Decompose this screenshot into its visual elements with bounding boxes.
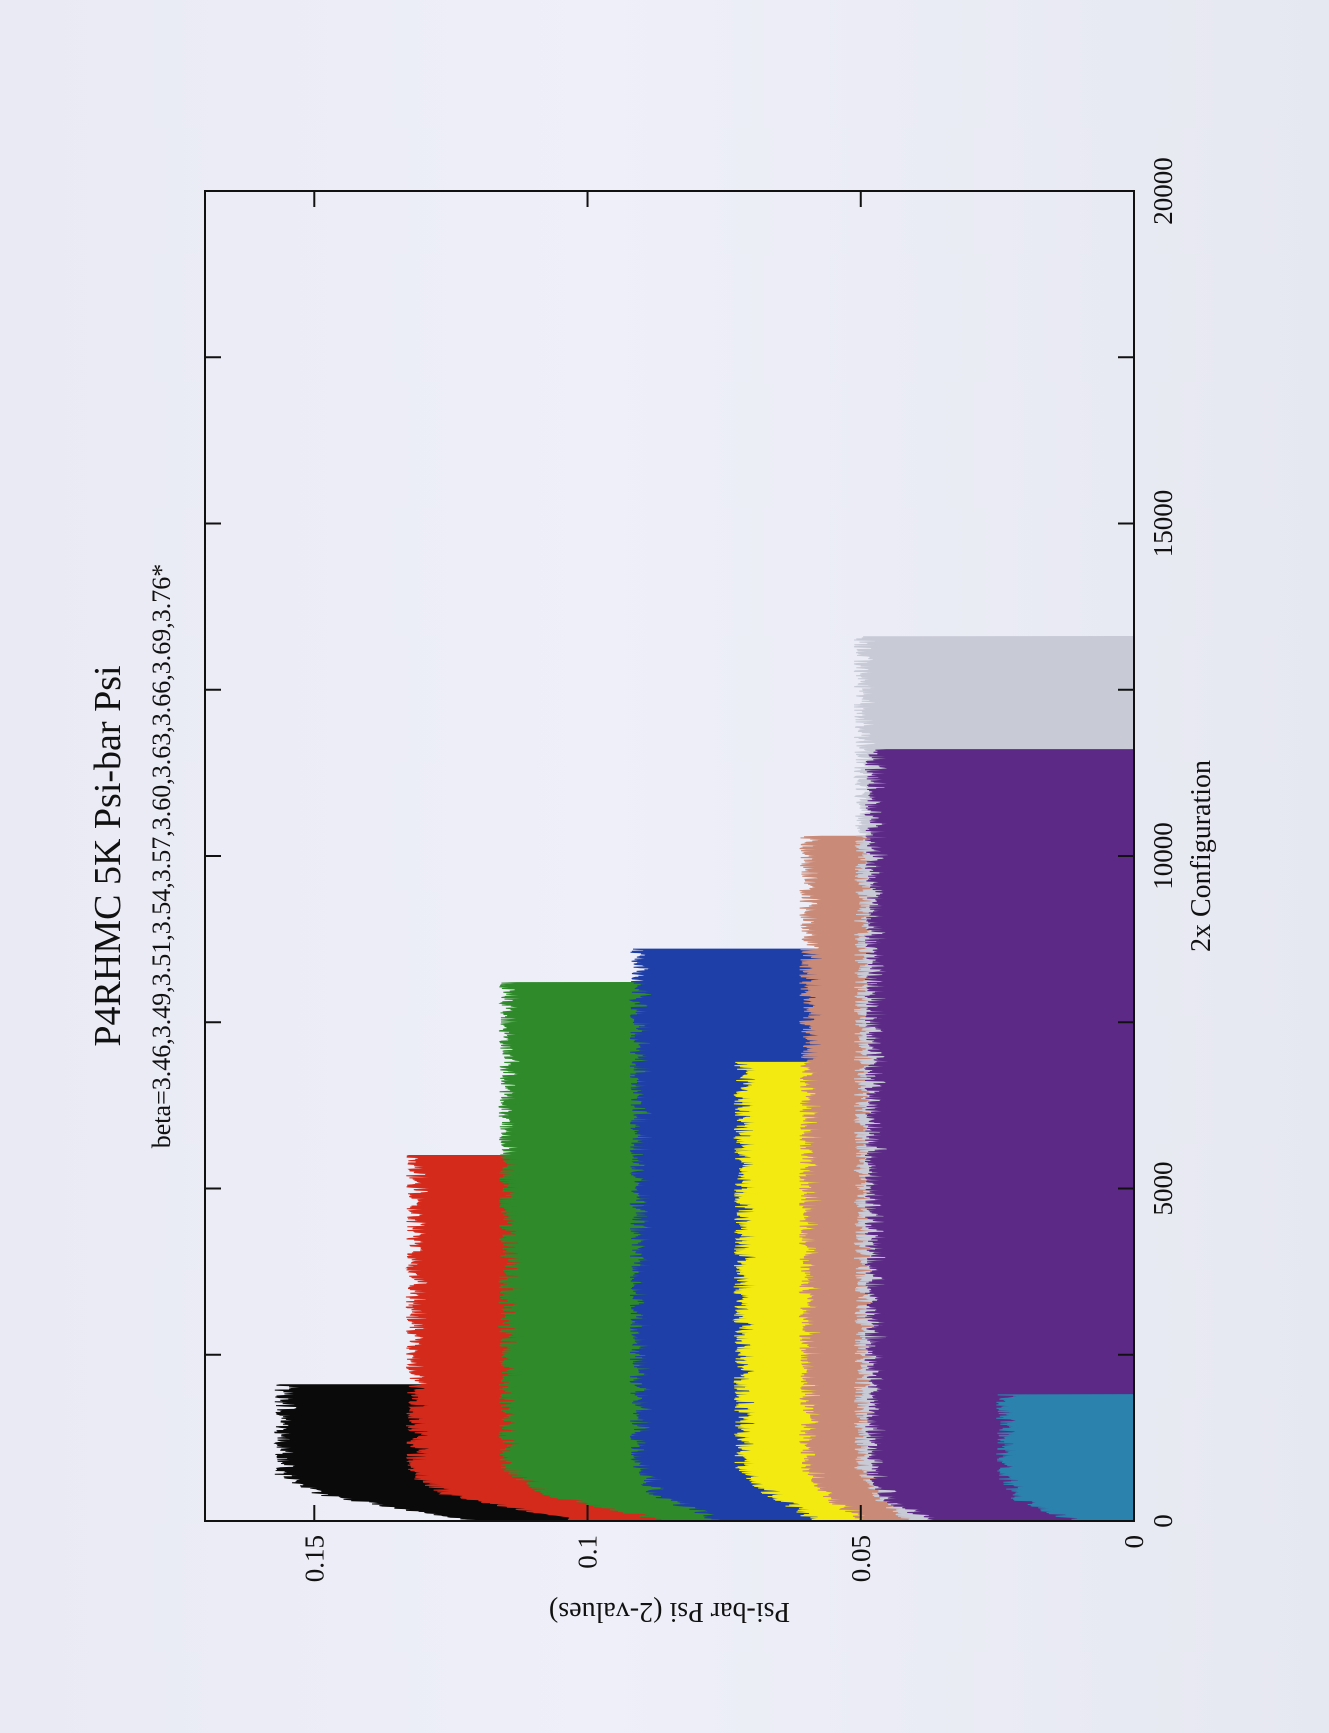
- series-area-9: [996, 1394, 1135, 1522]
- x-tick-label: 10000: [1148, 822, 1178, 890]
- x-tick-label: 15000: [1148, 490, 1178, 558]
- plot-area: [273, 636, 1135, 1522]
- x-tick-label: 0: [1148, 1514, 1178, 1528]
- chart-subtitle: beta=3.46,3.49,3.51,3.54,3.57,3.60,3.63,…: [147, 564, 176, 1148]
- y-tick-label: 0.15: [299, 1535, 329, 1582]
- chart-title: P4RHMC 5K Psi-bar Psi: [87, 665, 129, 1046]
- y-axis-label: Psi-bar Psi (2-values): [549, 1596, 790, 1627]
- y-tick-label: 0.05: [846, 1535, 876, 1582]
- y-tick-label: 0.1: [573, 1535, 603, 1569]
- x-tick-label: 20000: [1148, 157, 1178, 225]
- y-tick-label: 0: [1119, 1535, 1149, 1549]
- x-axis-label: 2x Configuration: [1186, 760, 1217, 952]
- series-area-8: [863, 749, 1135, 1522]
- x-tick-label: 5000: [1148, 1162, 1178, 1216]
- axis-ticks: [205, 190, 1135, 1522]
